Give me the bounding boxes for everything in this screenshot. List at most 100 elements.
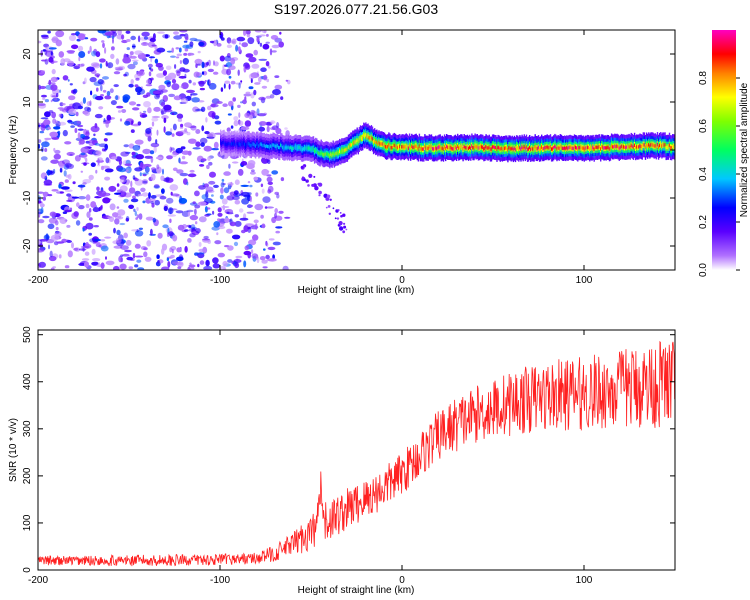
noise-speckle [84,261,89,268]
noise-speckle [226,228,233,234]
noise-speckle [175,69,182,74]
ridge-segment [630,143,632,148]
noise-speckle [66,224,71,228]
noise-speckle [50,55,55,59]
noise-speckle [182,57,189,65]
noise-speckle [89,238,98,243]
y-tick-label: 0 [22,147,33,153]
ridge-segment [641,145,643,149]
noise-speckle [226,195,235,201]
noise-speckle [153,91,161,94]
noise-speckle [58,183,62,189]
ridge-segment [378,141,380,145]
noise-speckle [66,151,75,156]
noise-speckle [40,70,46,73]
noise-speckle [179,60,182,64]
noise-speckle [190,93,198,96]
noise-speckle [84,111,90,117]
ridge-segment [546,145,548,149]
noise-speckle [98,262,101,265]
ridge-segment [270,144,272,148]
ridge-segment [420,147,423,151]
noise-speckle [183,229,189,232]
noise-speckle [134,84,139,88]
ridge-segment [582,146,584,150]
noise-speckle [66,240,72,243]
noise-speckle [120,257,123,263]
noise-speckle [210,103,219,108]
noise-speckle [73,211,79,217]
noise-speckle [120,151,130,157]
ridge-segment [407,146,410,150]
noise-speckle [248,115,254,120]
ridge-segment [628,144,630,149]
noise-speckle [251,169,255,173]
ridge-segment [577,147,579,151]
noise-speckle [161,188,165,194]
noise-speckle [250,72,260,79]
ridge-segment [431,147,434,151]
noise-speckle [104,47,107,54]
ridge-segment [632,145,635,150]
noise-speckle [265,61,270,67]
noise-speckle [161,115,169,120]
noise-speckle [137,267,145,270]
noise-speckle [40,172,48,179]
noise-speckle [126,256,134,261]
noise-speckle [71,44,79,50]
noise-speckle [60,186,70,190]
noise-speckle [187,238,192,243]
noise-speckle [205,192,209,198]
ridge-segment [540,147,542,151]
noise-speckle [162,168,164,175]
ridge-segment [323,153,326,157]
noise-speckle [181,155,186,160]
ridge-segment [333,153,335,157]
noise-speckle [280,177,285,182]
noise-speckle [47,223,55,230]
ridge-segment [246,143,248,147]
colorbar-ticks: 0.0 0.2 0.4 0.6 0.8 [698,71,740,277]
noise-speckle [274,84,283,90]
noise-speckle [151,121,155,127]
noise-speckle [195,108,204,112]
noise-speckle [305,180,308,183]
noise-speckle [42,97,46,100]
noise-speckle [123,73,127,77]
ridge-segment [301,147,304,151]
ridge-segment [261,143,263,148]
ridge-segment [626,145,628,149]
noise-speckle [263,30,267,34]
noise-speckle [220,37,225,41]
ridge-segment [476,144,478,149]
noise-speckle [119,190,127,198]
noise-speckle [255,192,259,197]
noise-speckle [204,79,207,83]
ridge-segment [455,146,458,151]
noise-speckle [63,170,67,177]
ridge-segment [346,147,349,151]
ridge-segment [240,141,243,145]
noise-speckle [212,210,215,215]
noise-speckle [97,158,100,165]
noise-speckle [176,247,182,253]
noise-speckle [250,109,256,115]
noise-speckle [38,124,41,127]
ridge-segment [411,144,413,148]
noise-speckle [193,71,200,78]
noise-speckle [168,231,174,237]
ridge-segment [618,146,620,151]
noise-speckle [51,189,59,192]
noise-speckle [98,207,101,212]
ridge-segment [472,146,474,150]
noise-speckle [178,47,182,53]
noise-speckle [64,265,70,269]
noise-speckle [50,84,58,91]
noise-speckle [247,181,251,184]
ridge-segment [620,144,623,149]
noise-speckle [275,226,283,229]
ridge-segment [345,147,347,152]
ridge-segment [446,144,448,149]
noise-speckle [177,266,182,270]
noise-speckle [51,68,56,75]
